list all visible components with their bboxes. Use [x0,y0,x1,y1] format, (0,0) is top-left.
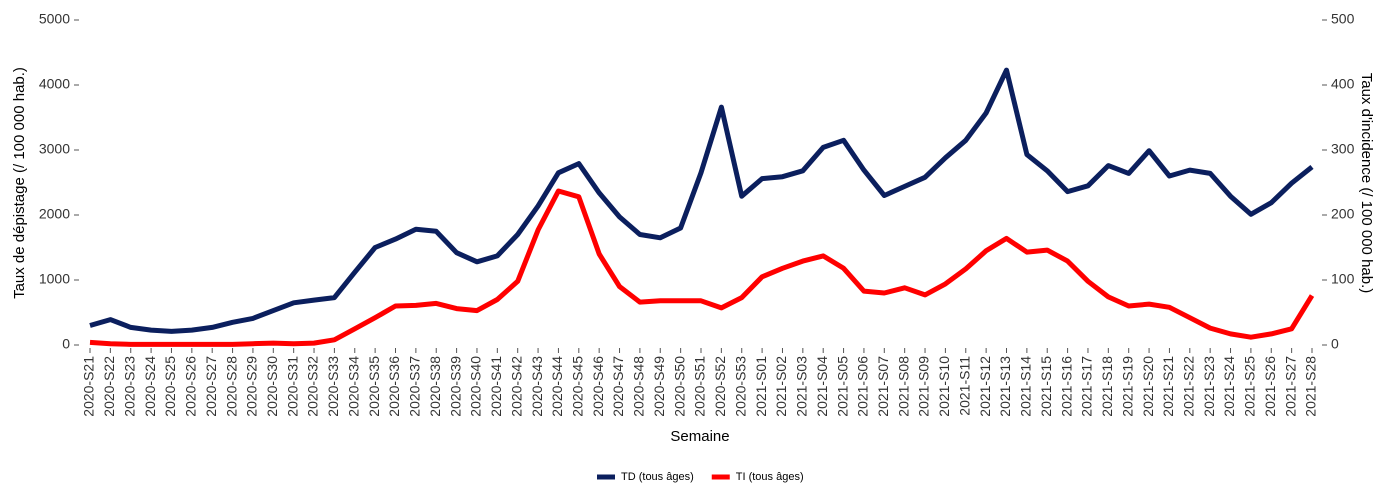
x-tick-label: 2021-S19 [1119,356,1135,417]
legend-label: TD (tous âges) [621,471,694,483]
x-tick-label: 2020-S33 [325,356,341,417]
y-tick-label: 1000 [39,271,70,287]
y2-tick-label: 400 [1331,76,1355,92]
x-tick-label: 2020-S41 [488,356,504,417]
x-tick-label: 2020-S29 [244,356,260,417]
x-tick-label: 2020-S51 [692,356,708,417]
x-tick-label: 2020-S30 [264,356,280,417]
y2-tick-label: 300 [1331,141,1355,157]
x-tick-label: 2021-S18 [1099,356,1115,417]
x-tick-label: 2021-S12 [977,356,993,417]
legend-label: TI (tous âges) [736,471,804,483]
x-tick-label: 2020-S25 [162,356,178,417]
x-tick-label: 2021-S07 [875,356,891,417]
y-tick-label: 4000 [39,76,70,92]
x-tick-label: 2021-S09 [916,356,932,417]
x-tick-label: 2020-S37 [407,356,423,417]
y2-axis-title: Taux d'incidence (/ 100 000 hab.) [1358,73,1375,294]
x-tick-label: 2021-S23 [1201,356,1217,417]
x-tick-label: 2020-S52 [712,356,728,417]
x-tick-label: 2021-S26 [1262,356,1278,417]
y-tick-label: 5000 [39,11,70,27]
y2-tick-label: 200 [1331,206,1355,222]
x-tick-label: 2021-S10 [936,356,952,417]
x-tick-label: 2020-S22 [101,356,117,417]
x-tick-label: 2020-S45 [570,356,586,417]
y-tick-label: 3000 [39,141,70,157]
x-tick-label: 2021-S13 [997,356,1013,417]
x-tick-label: 2020-S53 [732,356,748,417]
x-tick-label: 2020-S21 [81,356,97,417]
x-tick-label: 2020-S47 [610,356,626,417]
x-tick-label: 2020-S36 [386,356,402,417]
x-tick-label: 2021-S27 [1282,356,1298,417]
x-tick-label: 2021-S05 [834,356,850,417]
x-tick-label: 2021-S15 [1038,356,1054,417]
x-tick-label: 2021-S01 [753,356,769,417]
series-line [89,67,1314,334]
x-tick-label: 2021-S08 [895,356,911,417]
x-tick-label: 2020-S26 [183,356,199,417]
y2-tick-label: 0 [1331,336,1339,352]
x-tick-label: 2021-S02 [773,356,789,417]
y-tick-label: 0 [62,336,70,352]
x-tick-label: 2021-S28 [1303,356,1319,417]
x-tick-label: 2021-S03 [794,356,810,417]
x-tick-label: 2021-S20 [1140,356,1156,417]
x-tick-label: 2020-S40 [468,356,484,417]
x-tick-label: 2020-S44 [549,356,565,417]
x-tick-label: 2020-S39 [447,356,463,417]
x-tick-label: 2021-S24 [1221,356,1237,417]
x-tick-label: 2020-S38 [427,356,443,417]
y-axis-title: Taux de dépistage (/ 100 000 hab.) [11,67,28,299]
x-tick-label: 2021-S16 [1058,356,1074,417]
y2-tick-label: 100 [1331,271,1355,287]
x-tick-label: 2020-S32 [305,356,321,417]
x-tick-label: 2020-S24 [142,356,158,417]
x-tick-label: 2020-S49 [651,356,667,417]
x-tick-label: 2021-S21 [1160,356,1176,417]
x-tick-label: 2020-S48 [631,356,647,417]
x-tick-label: 2020-S28 [223,356,239,417]
x-tick-label: 2021-S17 [1079,356,1095,417]
x-tick-label: 2020-S35 [366,356,382,417]
x-tick-label: 2020-S50 [671,356,687,417]
x-tick-label: 2021-S22 [1181,356,1197,417]
y-tick-label: 2000 [39,206,70,222]
x-tick-label: 2021-S25 [1242,356,1258,417]
x-tick-label: 2020-S42 [508,356,524,417]
x-tick-label: 2020-S34 [345,356,361,417]
x-tick-label: 2020-S27 [203,356,219,417]
x-tick-label: 2020-S43 [529,356,545,417]
x-tick-label: 2021-S06 [855,356,871,417]
x-tick-label: 2021-S04 [814,356,830,417]
x-tick-label: 2021-S11 [956,356,972,416]
x-axis-title: Semaine [670,428,729,445]
x-tick-label: 2020-S23 [121,356,137,417]
series-line [89,188,1315,347]
x-tick-label: 2020-S31 [284,356,300,417]
x-tick-label: 2021-S14 [1018,356,1034,417]
x-tick-label: 2020-S46 [590,356,606,417]
y2-tick-label: 500 [1331,11,1355,27]
